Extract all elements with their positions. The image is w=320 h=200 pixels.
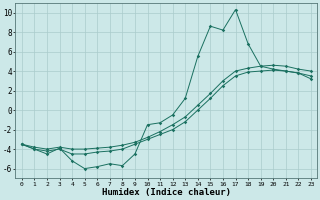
X-axis label: Humidex (Indice chaleur): Humidex (Indice chaleur)	[102, 188, 231, 197]
